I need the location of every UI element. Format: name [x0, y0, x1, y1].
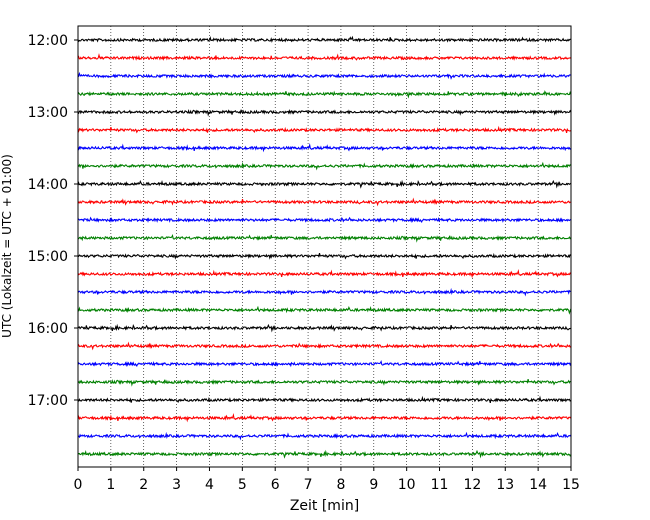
- x-tick-label: 6: [271, 477, 280, 493]
- x-tick-label: 13: [496, 477, 514, 493]
- trace-1230: [77, 71, 572, 80]
- trace-1215: [77, 53, 572, 61]
- trace-1645: [77, 378, 571, 387]
- x-tick-label: 4: [205, 477, 214, 493]
- x-tick-label: 0: [74, 477, 83, 493]
- x-axis-label: Zeit [min]: [290, 498, 359, 514]
- trace-1430: [77, 216, 572, 224]
- trace-1530: [77, 287, 571, 297]
- y-tick-label: 12:00: [28, 33, 68, 49]
- x-tick-label: 14: [529, 477, 547, 493]
- x-tick-label: 15: [562, 477, 580, 493]
- x-tick-label: 10: [398, 477, 416, 493]
- x-tick-label: 11: [431, 477, 449, 493]
- y-axis-label: UTC (Lokalzeit = UTC + 01:00): [0, 154, 14, 338]
- trace-1300: [77, 109, 572, 117]
- trace-1745: [77, 449, 572, 459]
- trace-1515: [77, 269, 572, 279]
- trace-1545: [77, 305, 572, 315]
- trace-1315: [77, 125, 572, 134]
- x-tick-label: 12: [463, 477, 481, 493]
- trace-1400: [77, 179, 572, 189]
- x-tick-label: 2: [139, 477, 148, 493]
- trace-1500: [77, 252, 572, 260]
- x-axis: 0 1 2 3 4 5 6 7 8 9 10 11 12 13 14 15: [74, 467, 580, 493]
- x-tick-label: 8: [336, 477, 345, 493]
- x-tick-label: 7: [304, 477, 313, 493]
- x-tick-label: 3: [172, 477, 181, 493]
- x-tick-label: 5: [238, 477, 247, 493]
- trace-1715: [77, 413, 572, 423]
- y-tick-label: 13:00: [28, 105, 68, 121]
- trace-1700: [77, 395, 572, 403]
- y-tick-label: 17:00: [28, 393, 68, 409]
- plot-frame: [77, 25, 572, 468]
- y-tick-label: 16:00: [28, 321, 68, 337]
- y-tick-label: 14:00: [28, 177, 68, 193]
- y-tick-label: 15:00: [28, 249, 68, 265]
- y-axis: 12:00 13:00 14:00 15:00 16:00 17:00: [28, 33, 78, 409]
- x-tick-label: 9: [369, 477, 378, 493]
- trace-1200: [77, 35, 571, 43]
- trace-1600: [77, 323, 572, 333]
- trace-1630: [77, 359, 572, 368]
- trace-1330: [77, 143, 572, 153]
- trace-1730: [77, 431, 572, 441]
- trace-1415: [77, 197, 571, 207]
- seismic-traces: [77, 35, 572, 459]
- trace-1445: [77, 233, 572, 243]
- trace-1615: [77, 341, 571, 351]
- x-tick-label: 1: [106, 477, 115, 493]
- trace-1245: [77, 90, 572, 99]
- trace-1345: [77, 161, 572, 171]
